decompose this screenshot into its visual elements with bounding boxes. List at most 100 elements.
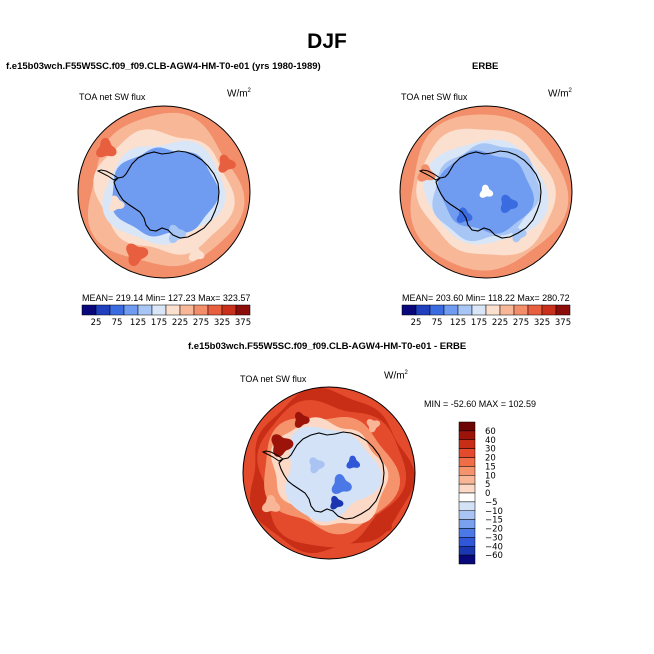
diff-peninsula-coastline: [261, 450, 284, 462]
diff-colorbar-cell-0: [458, 421, 476, 432]
obs-colorbar-cell-10: [541, 304, 557, 316]
diff-colorbar-cell-12: [458, 528, 476, 538]
model-colorbar-cell-3: [123, 304, 139, 316]
model-polar-map: [77, 105, 251, 279]
obs-colorbar-cell-11: [555, 304, 571, 316]
diff-colorbar-cell-1: [458, 430, 476, 440]
obs-contour-patch-4: [417, 164, 436, 182]
diff-colorbar-cell-14: [458, 546, 476, 556]
diff-colorbar-tick-12: −30: [485, 533, 503, 543]
diff-colorbar-cell-6: [458, 475, 476, 485]
obs-polar-map: [399, 105, 573, 279]
model-colorbar-tick-0: 25: [91, 318, 102, 328]
obs-map-border: [399, 105, 573, 279]
model-colorbar-cell-11: [235, 304, 251, 316]
model-stats: MEAN= 219.14 Min= 127.23 Max= 323.57: [82, 293, 251, 303]
obs-colorbar-tick-4: 225: [492, 318, 508, 328]
model-colorbar-tick-7: 375: [235, 318, 251, 328]
model-units-label: W/m2: [227, 88, 251, 100]
diff-colorbar-tick-14: −60: [485, 551, 503, 561]
diff-colorbar-cell-9: [458, 501, 476, 511]
obs-colorbar-cell-8: [513, 304, 529, 316]
obs-case-title: ERBE: [472, 61, 499, 72]
model-colorbar-cell-10: [221, 304, 237, 316]
diff-colorbar-cell-13: [458, 537, 476, 547]
model-contour-band-3: [111, 147, 219, 237]
model-colorbar-cell-5: [151, 304, 167, 316]
diff-contour-patch-5: [371, 514, 392, 535]
diff-colorbar-tick-7: 0: [485, 489, 490, 499]
model-contour-patch-1: [218, 154, 236, 173]
model-variable-label: TOA net SW flux: [79, 92, 146, 102]
obs-colorbar-tick-2: 125: [450, 318, 466, 328]
diff-colorbar-tick-4: 15: [485, 462, 496, 472]
model-contour-patch-5: [109, 195, 125, 212]
model-colorbar-tick-3: 175: [151, 318, 167, 328]
diff-colorbar-cell-3: [458, 448, 476, 458]
diff-colorbar-tick-3: 20: [485, 454, 496, 464]
diff-contour-patch-3: [330, 495, 344, 510]
obs-colorbar-cell-9: [527, 304, 543, 316]
obs-colorbar-cell-2: [429, 304, 445, 316]
diff-colorbar-tick-1: 40: [485, 436, 496, 446]
model-colorbar-tick-5: 275: [193, 318, 209, 328]
diff-colorbar-tick-5: 10: [485, 471, 496, 481]
obs-stats: MEAN= 203.60 Min= 118.22 Max= 280.72: [402, 293, 570, 303]
diff-colorbar-tick-8: −5: [485, 498, 498, 508]
obs-colorbar-cell-5: [471, 304, 487, 316]
diff-colorbar-tick-0: 60: [485, 427, 496, 437]
diff-variable-label: TOA net SW flux: [240, 374, 307, 384]
diff-case-title: f.e15b03wch.F55W5SC.f09_f09.CLB-AGW4-HM-…: [188, 341, 467, 352]
obs-colorbar-cell-1: [415, 304, 431, 316]
model-map-border: [77, 105, 251, 279]
diff-colorbar-tick-6: 5: [485, 480, 490, 490]
obs-colorbar-tick-6: 325: [534, 318, 550, 328]
diff-polar-map: [242, 386, 416, 560]
diff-colorbar-cell-4: [458, 457, 476, 467]
obs-colorbar-cell-4: [457, 304, 473, 316]
diff-colorbar-tick-10: −15: [485, 516, 503, 526]
diff-colorbar-cell-7: [458, 483, 476, 494]
diff-colorbar-tick-11: −20: [485, 525, 503, 535]
model-antarctica-coastline: [113, 150, 220, 239]
diff-map-border: [242, 386, 416, 560]
diff-contour-patch-0: [331, 474, 352, 494]
diff-colorbar-cell-2: [458, 439, 476, 449]
model-colorbar-cell-6: [165, 304, 181, 316]
diff-colorbar-tick-9: −10: [485, 507, 503, 517]
diff-colorbar-cell-8: [458, 492, 476, 503]
model-colorbar-cell-8: [193, 304, 209, 316]
model-colorbar-cell-1: [95, 304, 111, 316]
model-colorbar-tick-1: 75: [112, 318, 123, 328]
diff-contour-patch-7: [262, 495, 281, 513]
obs-antarctica-coastline: [435, 150, 542, 239]
model-colorbar: 25 75 125 175 225 275 325 375: [81, 304, 251, 328]
model-peninsula-coastline: [96, 169, 119, 181]
diff-contour-band-4: [285, 426, 382, 522]
diff-colorbar-cell-11: [458, 519, 476, 529]
obs-colorbar-cell-6: [485, 304, 501, 316]
diff-contour-patch-4: [271, 434, 294, 457]
obs-colorbar-cell-3: [443, 304, 459, 316]
obs-units-label: W/m2: [548, 88, 572, 100]
diff-antarctica-coastline: [278, 431, 385, 520]
obs-contour-patch-0: [479, 184, 494, 198]
diff-colorbar-cell-15: [458, 554, 476, 565]
obs-colorbar-cell-0: [401, 304, 417, 316]
model-colorbar-cell-0: [81, 304, 97, 316]
diff-contour-patch-2: [346, 455, 360, 469]
obs-colorbar-tick-0: 25: [411, 318, 422, 328]
model-case-title: f.e15b03wch.F55W5SC.f09_f09.CLB-AGW4-HM-…: [6, 61, 321, 72]
model-contour-patch-3: [188, 245, 205, 261]
model-colorbar-tick-4: 225: [172, 318, 188, 328]
obs-colorbar-cell-7: [499, 304, 515, 316]
model-contour-patch-2: [126, 243, 149, 267]
model-colorbar-cell-9: [207, 304, 223, 316]
diff-contour-patch-1: [309, 457, 325, 474]
obs-colorbar-tick-1: 75: [432, 318, 443, 328]
model-colorbar-cell-2: [109, 304, 125, 316]
diff-colorbar-cell-5: [458, 466, 476, 476]
model-colorbar-cell-7: [179, 304, 195, 316]
obs-colorbar: 25 75 125 175 225 275 325 375: [401, 304, 571, 328]
